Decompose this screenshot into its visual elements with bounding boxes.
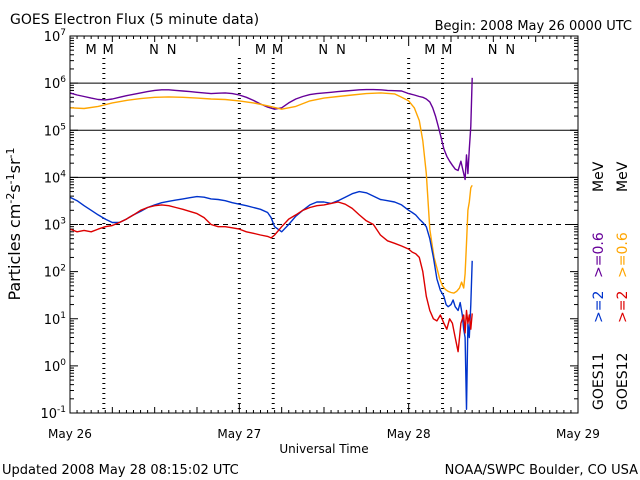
legend-goes12-2mev: >=2: [615, 291, 631, 323]
x-tick-label: May 28: [387, 427, 431, 441]
legend-goes11-2mev: >=2: [591, 291, 607, 323]
series-line: [69, 92, 473, 294]
y-tick-label: 100: [44, 358, 67, 375]
plot-frame: [69, 35, 579, 414]
satellite-marker-label: N: [505, 43, 515, 58]
satellite-marker-label: N: [488, 43, 498, 58]
y-axis: 10-1 100 101 102 103 104 105 106 107: [40, 28, 578, 422]
x-axis: May 26 May 27 May 28 May 29: [48, 36, 600, 441]
series-line: [69, 77, 473, 181]
x-tick-label: May 29: [556, 427, 600, 441]
satellite-marker-label: N: [318, 43, 328, 58]
satellite-marker-label: N: [336, 43, 346, 58]
chart-title: GOES Electron Flux (5 minute data): [10, 12, 259, 28]
y-axis-label-s: s: [5, 184, 24, 192]
credit-label: NOAA/SWPC Boulder, CO USA: [445, 463, 638, 478]
legend-unit-goes12: MeV: [615, 161, 631, 192]
threshold-lines: [70, 82, 578, 225]
legend-unit-goes11: MeV: [591, 161, 607, 192]
legend-goes11: GOES11: [591, 353, 607, 410]
x-axis-label: Universal Time: [279, 442, 368, 456]
satellite-marker-label: N: [149, 43, 159, 58]
satellite-marker-label: M: [255, 43, 266, 58]
legend-goes12: GOES12: [615, 353, 631, 410]
y-tick-label: 101: [44, 311, 66, 328]
legend-goes12-06mev: >=0.6: [615, 232, 631, 278]
local-noon-lines: [102, 58, 445, 413]
y-axis-label: Particles cm-2s-1sr-1: [4, 147, 24, 300]
y-tick-label: 102: [44, 264, 66, 281]
y-axis-label-exp2: -1: [4, 173, 17, 184]
y-tick-label: 10-1: [40, 405, 66, 422]
satellite-marker-label: M: [424, 43, 435, 58]
series-line: [69, 201, 473, 353]
x-tick-label: May 27: [217, 427, 261, 441]
satellite-marker-label: M: [86, 43, 97, 58]
y-axis-label-base: Particles cm: [5, 204, 24, 301]
series-line: [69, 190, 473, 410]
legend: GOES11 GOES12 >=2 >=2 >=0.6 >=0.6 MeV Me…: [591, 161, 631, 410]
satellite-marker-label: N: [167, 43, 177, 58]
x-tick-label: May 26: [48, 427, 92, 441]
updated-timestamp: Updated 2008 May 28 08:15:02 UTC: [2, 463, 239, 478]
y-tick-label: 107: [44, 28, 66, 45]
y-tick-label: 104: [44, 169, 67, 186]
y-tick-label: 103: [44, 217, 66, 234]
satellite-marker-label: M: [102, 43, 113, 58]
satellite-marker-label: M: [272, 43, 283, 58]
y-axis-label-exp3: -1: [4, 147, 17, 158]
data-series: [69, 77, 473, 410]
satellite-marker-label: M: [441, 43, 452, 58]
y-axis-label-sr: sr: [5, 158, 24, 173]
begin-time-label: Begin: 2008 May 26 0000 UTC: [435, 19, 632, 34]
y-tick-label: 106: [44, 75, 67, 92]
legend-goes11-06mev: >=0.6: [591, 232, 607, 278]
y-axis-label-exp1: -2: [4, 193, 17, 204]
y-tick-label: 105: [44, 122, 66, 139]
